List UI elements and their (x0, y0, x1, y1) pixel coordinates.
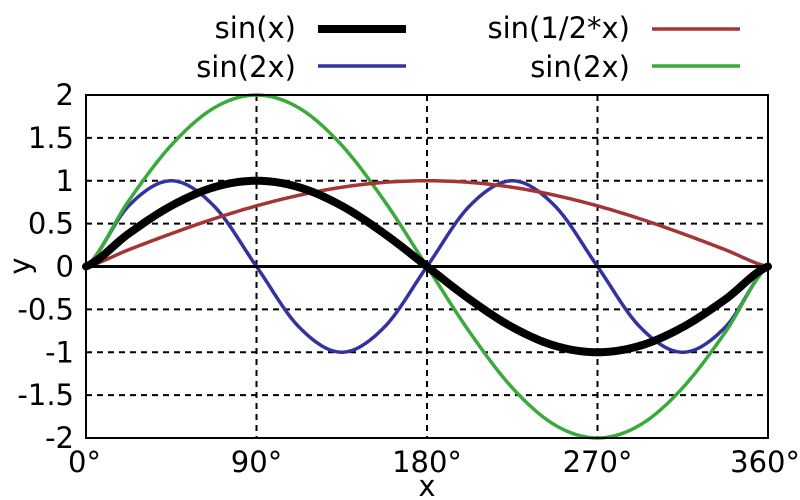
x-tick-labels: 0° 90° 180° 270° 360° (68, 445, 800, 479)
y-tick-label: 0.5 (28, 207, 74, 241)
y-tick-label: -1.5 (17, 378, 74, 412)
plot-border (85, 94, 769, 439)
y-tick-label: 0 (56, 250, 74, 284)
x-tick-label: 0° (68, 445, 101, 479)
series-line-1 (84, 179, 770, 269)
legend-label: sin(2x) (196, 50, 296, 84)
legend-label: sin(x) (215, 11, 296, 45)
x-tick-label: 180° (392, 445, 462, 479)
y-tick-label: -0.5 (17, 292, 74, 326)
y-tick-label: 2 (56, 78, 74, 112)
y-axis-label: y (3, 257, 37, 274)
y-tick-label: 1.5 (28, 121, 74, 155)
legend-label: sin(1/2*x) (487, 11, 630, 45)
y-tick-label: 1 (56, 164, 74, 198)
x-axis-label: x (418, 469, 435, 500)
x-tick-label: 270° (563, 445, 633, 479)
legend-label: sin(2x) (530, 50, 630, 84)
y-tick-labels: 2 1.5 1 0.5 0 -0.5 -1 -1.5 -2 (17, 78, 74, 455)
legend: sin(x) sin(1/2*x) sin(2x) sin(2x) (196, 11, 740, 84)
y-tick-label: -2 (45, 421, 74, 455)
x-tick-label: 90° (231, 445, 282, 479)
y-tick-label: -1 (45, 335, 74, 369)
x-tick-label: 360° (730, 445, 800, 479)
plot-frame (85, 94, 769, 439)
